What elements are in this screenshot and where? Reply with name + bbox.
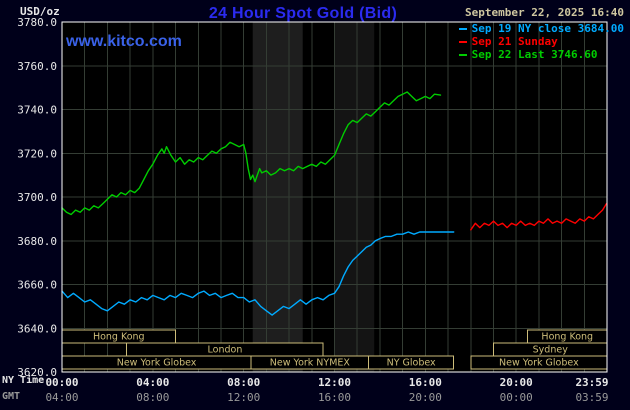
series-sep-22-last-3746-60 [61, 91, 442, 216]
x-tick-gmt: 12:00 [227, 391, 260, 404]
session-boxes: Hong Kong Hong Kong London Sydney New York G… [61, 329, 608, 370]
ny-time-axis-label: NY Time [2, 375, 45, 386]
x-tick-ny: 08:00 [227, 376, 260, 389]
legend: Sep 19 NY close 3684.00 Sep 21 Sunday Sep … [458, 22, 624, 61]
x-tick-ny: 04:00 [136, 376, 169, 389]
legend-item: Sep 22 Last 3746.60 [458, 48, 624, 61]
plot-frame [61, 21, 608, 373]
session-label: Sydney [533, 345, 569, 356]
session-label: New York Globex [499, 358, 579, 369]
session-label: New York NYMEX [270, 358, 351, 369]
legend-marker [458, 40, 467, 43]
legend-item: Sep 19 NY close 3684.00 [458, 22, 624, 35]
x-tick-ny: 12:00 [318, 376, 351, 389]
x-tick-ny: 20:00 [500, 376, 533, 389]
x-axis-labels: 00:00 04:00 04:00 08:00 08:00 12:00 12:00 16:00… [45, 376, 608, 404]
session-label: Hong Kong [93, 332, 145, 343]
x-tick-ny: 23:59 [575, 376, 608, 389]
x-tick-gmt: 20:00 [409, 391, 442, 404]
legend-label: Sep 19 NY close 3684.00 [471, 22, 624, 35]
grid-lines [62, 22, 607, 372]
y-tick-label: 3660.0 [17, 279, 57, 292]
session-label: NY Globex [387, 358, 436, 369]
session-box [368, 355, 455, 370]
y-tick-label: 3640.0 [17, 322, 57, 335]
y-tick-label: 3760.0 [17, 60, 57, 73]
x-tick-gmt: 08:00 [136, 391, 169, 404]
page-title: 24 Hour Spot Gold (Bid) [208, 5, 398, 22]
session-label: New York Globex [117, 358, 197, 369]
y-tick-label: 3720.0 [17, 147, 57, 160]
y-tick-label: 3620.0 [17, 366, 57, 379]
kitco-link[interactable]: www.kitco.com [66, 33, 182, 50]
y-tick-label: 3740.0 [17, 104, 57, 117]
datetime-label: September 22, 2025 16:40 [465, 6, 624, 19]
y-axis-labels: 3620.0 3640.0 3660.0 3680.0 3700.0 3720.0 3740… [17, 16, 57, 379]
y-tick-label: 3700.0 [17, 191, 57, 204]
legend-marker [458, 53, 467, 56]
x-tick-gmt: 04:00 [45, 391, 78, 404]
unit-label: USD/oz [20, 5, 60, 18]
y-tick-label: 3680.0 [17, 235, 57, 248]
series-sep-21-sunday [470, 202, 608, 231]
legend-label: Sep 21 Sunday [471, 35, 558, 48]
x-tick-ny: 00:00 [45, 376, 78, 389]
legend-label: Sep 22 Last 3746.60 [471, 48, 598, 61]
series-sep-19-ny-close-3684-00 [61, 231, 455, 316]
legend-item: Sep 21 Sunday [458, 35, 624, 48]
x-tick-ny: 16:00 [409, 376, 442, 389]
x-tick-gmt: 03:59 [575, 391, 608, 404]
gmt-axis-label: GMT [2, 391, 21, 402]
x-tick-gmt: 16:00 [318, 391, 351, 404]
legend-marker [458, 27, 467, 30]
session-label: London [208, 345, 243, 356]
x-tick-gmt: 00:00 [500, 391, 533, 404]
session-label: Hong Kong [541, 332, 593, 343]
y-tick-label: 3780.0 [17, 16, 57, 29]
